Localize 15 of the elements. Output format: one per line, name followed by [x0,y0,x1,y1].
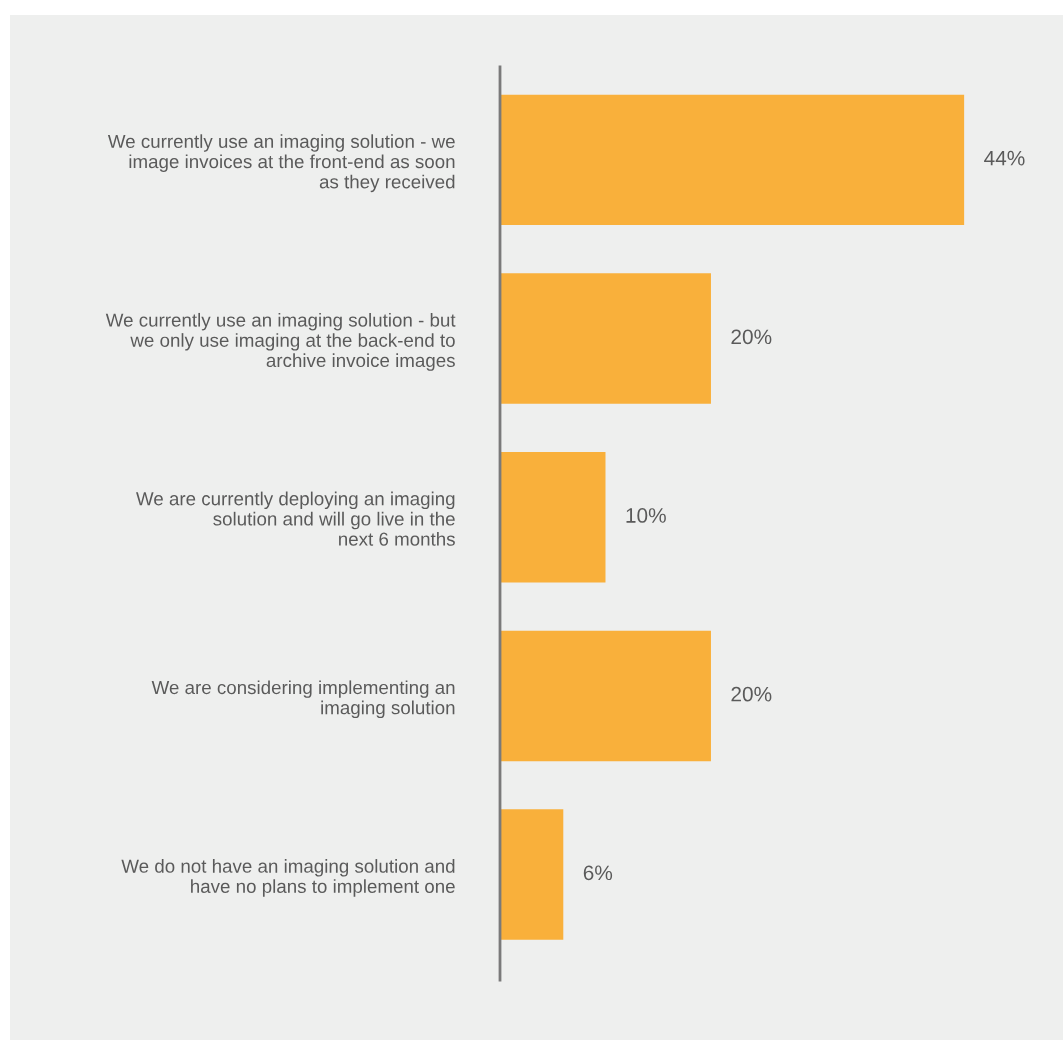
data-label: 6% [583,865,613,881]
bar [500,809,564,940]
y-tick-label: We currently use an imaging solution - we image invoices at the front-end as soon as they received [107,134,455,193]
bar [500,94,965,226]
bar [500,452,606,583]
y-tick-label: We do not have an imaging solution and have no plans to implement one [121,859,455,897]
bar [500,273,711,404]
data-label: 10% [626,508,666,523]
y-tick-label: We currently use an imaging solution - but we only use imaging at the back-end to archive invoice images [105,312,456,371]
y-tick-label: We are considering implementing an imaging solution [151,680,455,719]
y-tick-label: We are currently deploying an imaging solution and will go live in the next 6 months [136,491,455,546]
bar [500,630,711,762]
data-label: 44% [984,150,1025,166]
data-label: 20% [731,329,772,345]
data-label: 20% [731,686,772,702]
